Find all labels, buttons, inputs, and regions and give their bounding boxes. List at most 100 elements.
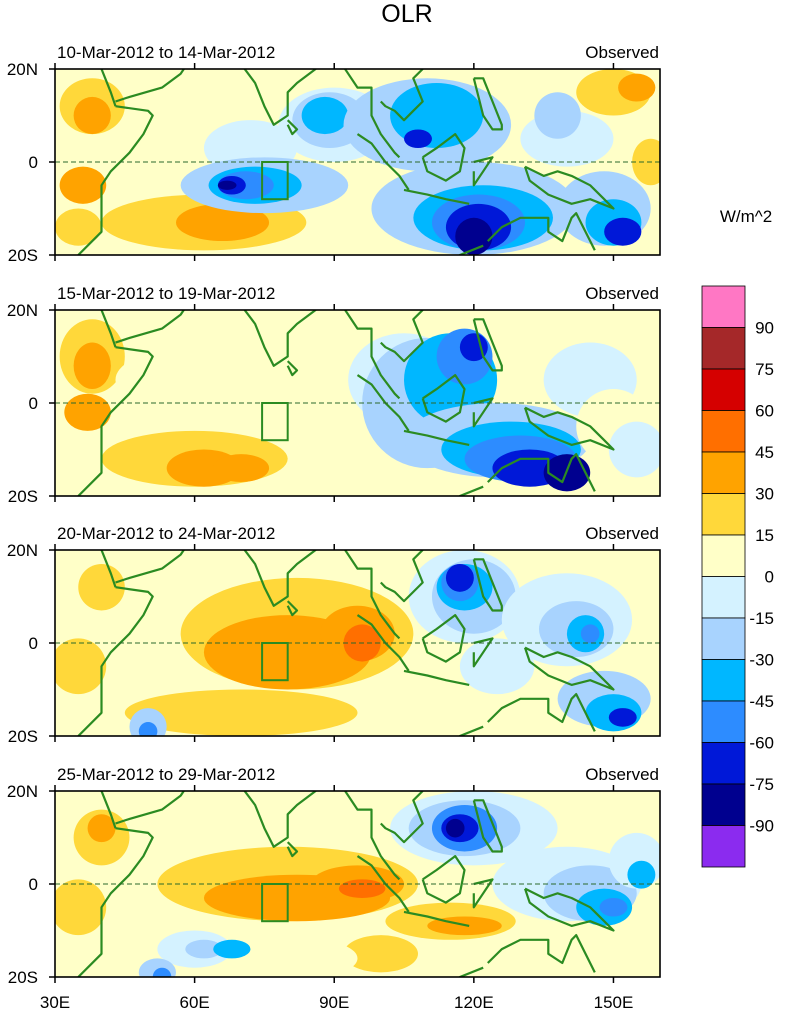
coastline <box>403 910 470 927</box>
anomaly-contour <box>627 860 656 889</box>
panel-label: Observed <box>585 284 659 303</box>
olr-anomaly-field <box>55 69 660 255</box>
coastline <box>523 887 615 932</box>
lon-tick-label: 120E <box>454 993 494 1012</box>
olr-anomaly-field <box>55 550 660 736</box>
colorbar-label: 45 <box>755 443 774 462</box>
region-box <box>261 642 289 682</box>
coastline <box>403 669 470 686</box>
anomaly-contour <box>599 897 628 917</box>
anomaly-contour <box>445 563 474 592</box>
lon-tick-label: 150E <box>594 993 634 1012</box>
colorbar-label: 90 <box>755 319 774 338</box>
coastline <box>100 69 117 107</box>
coastline <box>472 77 503 131</box>
panel-label: Observed <box>585 43 659 62</box>
anomaly-contour <box>632 138 660 186</box>
anomaly-contour <box>176 203 270 242</box>
anomaly-contour <box>115 351 228 408</box>
coastline <box>472 799 503 853</box>
colorbar: W/m^2 90 75 60 45 30 15 0 -15 -30 -45 -60 -75 -90 <box>701 207 774 868</box>
colorbar-swatch <box>701 825 746 868</box>
coastline <box>380 69 424 122</box>
coastline <box>472 318 503 372</box>
colorbar-label: -45 <box>749 692 774 711</box>
anomaly-contour <box>264 939 358 977</box>
lat-tick-label: 20S <box>8 487 38 506</box>
coastline <box>343 69 401 159</box>
panel-date-range: 20-Mar-2012 to 24-Mar-2012 <box>57 524 275 543</box>
coastline <box>523 646 615 691</box>
anomaly-contour <box>64 393 111 431</box>
coastline <box>487 453 596 492</box>
coastline <box>472 397 494 428</box>
anomaly-contour <box>580 624 600 643</box>
lat-tick-label: 0 <box>29 634 38 653</box>
colorbar-label: -30 <box>749 651 774 670</box>
anomaly-contour <box>55 208 102 246</box>
coastline <box>380 550 424 603</box>
anomaly-contour <box>73 96 111 135</box>
colorbar-swatch <box>701 410 746 453</box>
colorbar-label: -15 <box>749 609 774 628</box>
colorbar-swatch <box>701 576 746 619</box>
coastline <box>421 374 466 423</box>
anomaly-contour <box>87 814 116 843</box>
colorbar-swatch <box>701 451 746 494</box>
coastline <box>457 966 484 977</box>
coastline <box>100 310 117 348</box>
lon-tick-label: 30E <box>40 993 70 1012</box>
colorbar-swatch <box>701 368 746 411</box>
map-panel: 20-Mar-2012 to 24-Mar-2012 Observed 20N 0 20… <box>7 524 661 746</box>
coastline <box>472 878 494 909</box>
coastline <box>523 165 615 210</box>
lat-tick-label: 20S <box>8 727 38 746</box>
coastline <box>286 841 299 858</box>
anomaly-contour <box>618 73 656 102</box>
coastline <box>421 613 466 663</box>
coastline <box>343 550 401 640</box>
anomaly-contour <box>608 421 660 478</box>
coastline <box>457 725 484 736</box>
colorbar-swatch <box>701 659 746 702</box>
coastline <box>115 550 186 584</box>
colorbar-label: 60 <box>755 402 774 421</box>
region-box <box>261 161 289 201</box>
coastline <box>243 69 318 126</box>
anomaly-contour <box>608 708 637 727</box>
coastline <box>343 791 401 881</box>
anomaly-contour <box>124 689 358 736</box>
region-box <box>261 883 289 923</box>
colorbar-swatch <box>701 493 746 536</box>
anomaly-contour <box>73 342 111 390</box>
coastline <box>100 791 117 829</box>
panel-label: Observed <box>585 765 659 784</box>
coastline <box>115 310 186 344</box>
coastline <box>100 550 117 588</box>
lat-tick-label: 0 <box>29 394 38 413</box>
coastline <box>457 244 484 255</box>
region-box <box>261 402 289 442</box>
lat-tick-label: 20N <box>7 60 38 79</box>
anomaly-contour <box>152 967 172 977</box>
map-panel: 10-Mar-2012 to 14-Mar-2012 Observed 20N 0 20… <box>7 43 661 265</box>
coastline <box>457 485 484 496</box>
longitude-axis: 30E 60E 90E 120E 150E <box>40 993 633 1012</box>
coastline <box>523 406 615 451</box>
coastline <box>472 637 494 668</box>
panel-date-range: 10-Mar-2012 to 14-Mar-2012 <box>57 43 275 62</box>
colorbar-swatch <box>701 534 746 577</box>
panel-date-range: 15-Mar-2012 to 19-Mar-2012 <box>57 284 275 303</box>
coastline <box>403 188 470 205</box>
anomaly-contour <box>138 722 158 736</box>
coastline <box>286 360 299 377</box>
coastline <box>380 310 424 363</box>
anomaly-contour <box>55 879 107 936</box>
colorbar-swatch <box>701 742 746 785</box>
coastline <box>243 791 318 848</box>
coastline <box>286 600 299 617</box>
map-panels: 10-Mar-2012 to 14-Mar-2012 Observed20N020… <box>7 43 661 987</box>
colorbar-units: W/m^2 <box>720 207 772 226</box>
coastline <box>421 133 466 182</box>
